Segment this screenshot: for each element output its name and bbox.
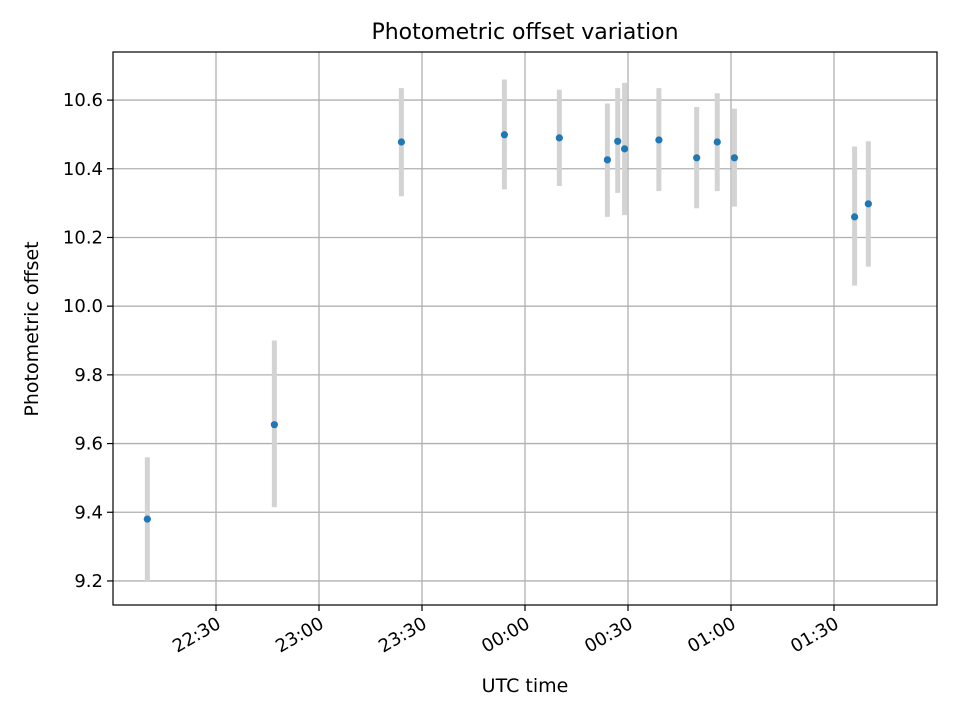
data-point [614, 137, 622, 145]
x-tick-label: 01:30 [787, 613, 842, 657]
x-tick-label: 01:00 [684, 613, 739, 657]
x-axis: 22:30 23:00 23:30 00:00 00:30 01:00 01:30 [169, 605, 843, 657]
data-point [143, 515, 151, 523]
data-point [555, 134, 563, 142]
grid [113, 52, 937, 605]
y-tick-label: 9.6 [74, 434, 103, 455]
y-tick-label: 10.0 [63, 296, 103, 317]
y-axis: 9.2 9.4 9.6 9.8 10.0 10.2 10.4 10.6 [63, 90, 113, 592]
data-points [143, 131, 872, 523]
y-tick-label: 10.6 [63, 90, 103, 111]
y-tick-label: 10.2 [63, 227, 103, 248]
data-point [603, 156, 612, 164]
x-axis-label: UTC time [482, 675, 569, 697]
data-point [713, 138, 721, 146]
y-tick-label: 9.4 [74, 502, 103, 523]
x-tick-label: 22:30 [169, 613, 224, 657]
data-point [693, 154, 701, 162]
data-point [500, 131, 508, 139]
chart-title: Photometric offset variation [371, 20, 678, 45]
data-point [270, 421, 278, 429]
y-tick-label: 9.2 [74, 571, 103, 592]
x-tick-label: 00:30 [581, 613, 636, 657]
y-tick-label: 10.4 [63, 159, 103, 180]
data-point [730, 154, 739, 162]
data-point [655, 136, 663, 144]
data-point [620, 145, 629, 153]
x-tick-label: 23:30 [375, 613, 430, 657]
y-axis-label: Photometric offset [21, 241, 43, 416]
error-bars [144, 79, 871, 581]
data-point [851, 213, 859, 221]
x-tick-label: 23:00 [272, 613, 327, 657]
y-tick-label: 9.8 [74, 365, 103, 386]
x-tick-label: 00:00 [478, 613, 533, 657]
data-point [864, 200, 872, 208]
data-point [397, 138, 405, 146]
